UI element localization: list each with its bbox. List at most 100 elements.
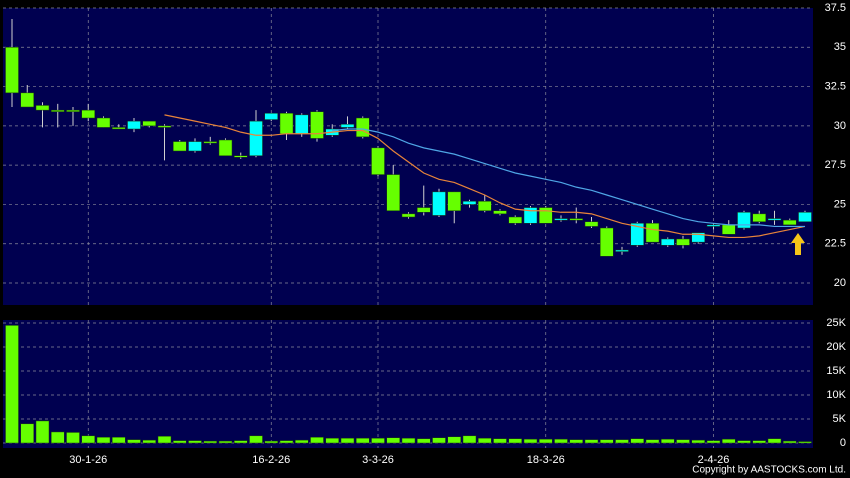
- volume-bar: [478, 437, 492, 444]
- volume-bar: [737, 440, 751, 444]
- price-panel: [3, 8, 813, 305]
- volume-bar: [249, 435, 263, 444]
- volume-bar: [767, 438, 782, 444]
- candle-body: [722, 224, 736, 235]
- volume-bar: [112, 436, 126, 444]
- y-tick-label: 27.5: [825, 159, 846, 171]
- candle-body: [508, 216, 522, 224]
- volume-bar: [66, 432, 80, 444]
- volume-bar: [722, 438, 736, 444]
- volume-bar: [508, 438, 522, 444]
- y-tick-label: 20K: [826, 341, 846, 353]
- volume-bar: [661, 438, 675, 444]
- y-tick-label: 5K: [833, 413, 847, 425]
- volume-bar: [5, 325, 19, 444]
- y-tick-label: 25K: [826, 317, 846, 329]
- volume-bar: [584, 439, 599, 444]
- volume-bar: [539, 438, 553, 444]
- candle-body: [264, 113, 278, 120]
- candle-body: [706, 224, 721, 227]
- x-tick-label: 18-3-26: [527, 454, 565, 466]
- candle-body: [798, 212, 812, 222]
- volume-bar: [81, 435, 95, 444]
- volume-bar: [417, 438, 431, 444]
- candle-body: [20, 92, 34, 108]
- candle-body: [767, 218, 782, 221]
- candle-body: [51, 109, 65, 112]
- volume-bar: [600, 439, 614, 444]
- candle-body: [752, 213, 766, 222]
- candle-body: [112, 127, 126, 130]
- candle-body: [401, 213, 416, 218]
- x-tick-label: 16-2-26: [252, 454, 290, 466]
- candle-body: [310, 111, 324, 139]
- candle-body: [249, 120, 263, 156]
- candle-body: [188, 141, 202, 152]
- volume-bar: [706, 440, 721, 444]
- volume-bar: [310, 436, 324, 444]
- volume-bar: [96, 436, 111, 444]
- volume-bar: [371, 437, 385, 444]
- volume-bar: [615, 439, 629, 444]
- candle-body: [569, 218, 583, 221]
- volume-bar: [173, 440, 187, 444]
- candle-body: [173, 141, 187, 152]
- candle-body: [35, 105, 50, 111]
- candle-body: [142, 120, 156, 127]
- volume-bar: [386, 437, 400, 444]
- volume-bar: [523, 438, 538, 444]
- candle-body: [539, 207, 553, 224]
- plot-layer: 20 22.5 25 27.5 30 32.5 35 37.5 0 5K 10K 15K 20K 25K 3…: [3, 2, 847, 466]
- candle-body: [371, 147, 385, 175]
- volume-bar: [264, 440, 278, 444]
- signal-arrow: [791, 233, 805, 255]
- candle-body: [340, 124, 355, 128]
- volume-bar: [51, 431, 65, 444]
- candle-body: [691, 232, 705, 243]
- candle-body: [5, 47, 19, 94]
- candle-body: [462, 201, 477, 205]
- y-tick-label: 35: [834, 41, 846, 53]
- y-tick-label: 10K: [826, 389, 846, 401]
- x-tick-label: 30-1-26: [69, 454, 107, 466]
- candle-body: [523, 207, 538, 224]
- volume-bar: [630, 438, 644, 444]
- candle-body: [127, 120, 141, 130]
- volume-bar: [401, 437, 416, 444]
- volume-bar: [645, 439, 660, 444]
- y-tick-label: 37.5: [825, 2, 846, 14]
- y-tick-label: 15K: [826, 365, 846, 377]
- volume-bar: [35, 420, 50, 444]
- candle-body: [554, 218, 568, 221]
- y-tick-label: 20: [834, 277, 846, 289]
- volume-bar: [676, 439, 690, 444]
- volume-bar: [234, 440, 248, 444]
- volume-bar: [752, 440, 766, 444]
- candle-body: [417, 207, 431, 213]
- volume-bar: [157, 436, 172, 444]
- volume-bar: [325, 437, 339, 444]
- candle-body: [386, 174, 400, 211]
- candle-body: [615, 249, 629, 252]
- candle-body: [234, 155, 248, 158]
- volume-bar: [554, 438, 568, 444]
- volume-bar: [447, 436, 461, 444]
- candle-body: [737, 212, 751, 229]
- copyright: Copyright by AASTOCKS.com Ltd.: [692, 465, 846, 476]
- volume-panel: [3, 320, 813, 448]
- volume-bar: [142, 439, 156, 444]
- x-tick-label: 3-3-26: [362, 454, 394, 466]
- volume-bar: [188, 440, 202, 444]
- candle-body: [432, 191, 446, 216]
- candle-body: [295, 114, 309, 134]
- candle-body: [66, 109, 80, 112]
- moving-average-line: [332, 128, 805, 228]
- candle-body: [218, 139, 233, 156]
- candle-body: [676, 238, 690, 246]
- volume-bar: [340, 437, 355, 444]
- y-tick-label: 0: [840, 437, 846, 449]
- volume-bar: [218, 440, 233, 444]
- candle-body: [630, 223, 644, 246]
- candle-body: [661, 238, 675, 246]
